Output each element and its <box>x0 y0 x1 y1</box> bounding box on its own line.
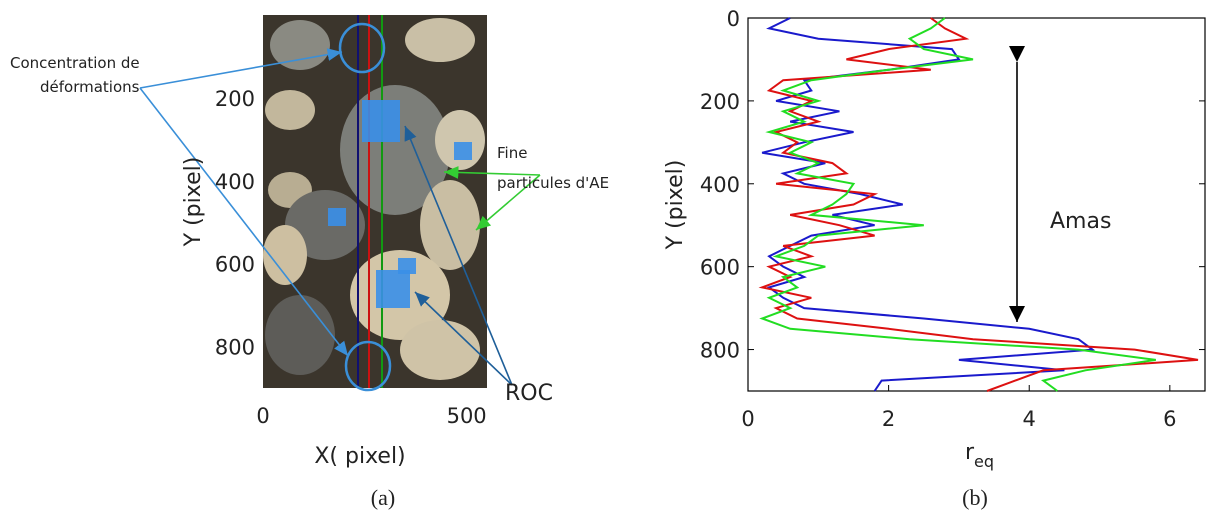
axes-frame <box>747 17 1206 392</box>
x-axis-label: X( pixel) <box>314 444 405 469</box>
x-axis-label: req <box>965 440 994 471</box>
x-tick-label: 0 <box>741 407 754 431</box>
panel-label: (a) <box>371 485 395 510</box>
x-tick-label: 500 <box>447 404 487 428</box>
y-axis-label: Y (pixel) <box>663 160 688 251</box>
y-tick-label: 200 <box>215 87 255 111</box>
y-tick-label: 800 <box>700 339 740 363</box>
aggregate-image <box>263 15 487 392</box>
annotation: Concentration de <box>10 54 140 72</box>
y-tick-label: 400 <box>215 170 255 194</box>
y-tick-label: 400 <box>700 173 740 197</box>
x-axis-label-main: r <box>965 440 975 465</box>
annotation: particules d'AE <box>497 174 609 192</box>
y-tick-label: 0 <box>727 7 740 31</box>
y-tick-label: 600 <box>700 256 740 280</box>
y-tick-label: 800 <box>215 336 255 360</box>
annotation: déformations <box>40 78 140 96</box>
panel-label: (b) <box>962 485 988 510</box>
x-tick-label: 4 <box>1023 407 1036 431</box>
x-tick-label: 6 <box>1163 407 1176 431</box>
y-axis-label: Y (pixel) <box>181 157 206 248</box>
series-line <box>758 17 1199 392</box>
annotation: Amas <box>1050 209 1111 234</box>
series-line <box>761 17 1096 392</box>
series-line <box>759 17 1156 392</box>
y-tick-label: 600 <box>215 253 255 277</box>
x-tick-label: 0 <box>256 404 269 428</box>
x-axis-label-subscript: eq <box>974 452 994 471</box>
x-tick-label: 2 <box>882 407 895 431</box>
annotation: Fine <box>497 144 527 162</box>
arrows <box>139 46 1025 386</box>
y-tick-label: 200 <box>700 90 740 114</box>
annotation: ROC <box>505 381 553 406</box>
